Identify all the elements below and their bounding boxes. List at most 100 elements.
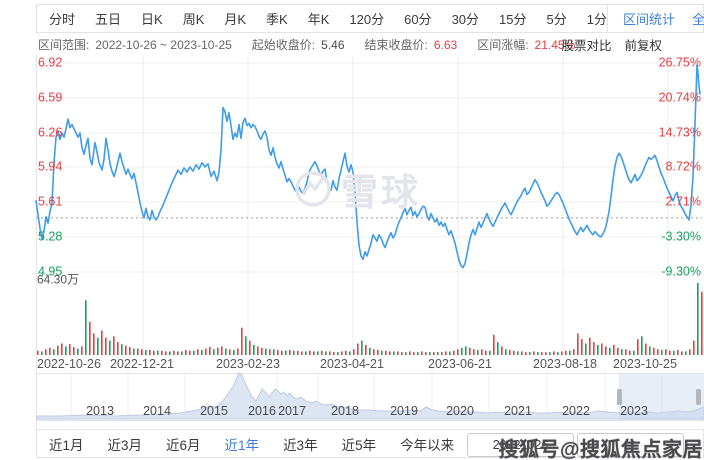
volume-bar [373, 349, 375, 355]
volume-bar [193, 350, 195, 355]
stock-compare-button[interactable]: 股票对比 [561, 39, 612, 53]
period-tab-8[interactable]: 120分 [349, 12, 385, 27]
volume-bar [505, 349, 507, 355]
quick-range-tab-7[interactable]: 今年以来 [400, 437, 455, 453]
quick-range-tab-3[interactable]: 近6月 [166, 437, 201, 453]
nav-right-handle[interactable] [696, 389, 701, 405]
nav-year-label: 2017 [278, 404, 306, 418]
start-date-input[interactable] [467, 433, 574, 457]
volume-bar [677, 349, 679, 355]
quick-range-tab-6[interactable]: 近5年 [341, 437, 377, 453]
quick-range-tabs: 近1月近3月近6月近1年近3年近5年今年以来上市以来 [37, 434, 532, 454]
range-info-row: 区间范围: 2022-10-26 ~ 2023-10-25 起始收盘价: 5.4… [36, 34, 704, 55]
volume-bar [593, 342, 595, 355]
period-tab-2[interactable]: 五日 [95, 12, 122, 27]
volume-bar [621, 349, 623, 355]
period-tab-6[interactable]: 季K [266, 12, 288, 27]
period-tab-10[interactable]: 30分 [451, 12, 480, 27]
volume-max-label: 64.30万 [37, 272, 80, 287]
period-tab-13[interactable]: 1分 [586, 12, 607, 27]
volume-bar [221, 346, 223, 355]
volume-bar [349, 351, 351, 355]
volume-bar [277, 349, 279, 355]
volume-bar [517, 351, 519, 355]
volume-bar [493, 334, 495, 355]
volume-bar [561, 351, 563, 355]
period-tab-7[interactable]: 年K [307, 12, 330, 27]
y-axis-percent-label: -9.30% [661, 264, 701, 279]
volume-bar [653, 347, 655, 355]
volume-bar [329, 351, 331, 355]
adjust-mode-button[interactable]: 前复权 [624, 39, 662, 53]
volume-bar [565, 350, 567, 355]
quick-range-tab-1[interactable]: 近1月 [49, 437, 84, 453]
fullscreen-link[interactable]: 全屏显示 [691, 12, 704, 27]
volume-bar [353, 349, 355, 355]
nav-year-label: 2020 [446, 404, 474, 418]
volume-bar [233, 349, 235, 355]
volume-bar [41, 351, 43, 355]
volume-bar [37, 350, 39, 355]
volume-bar [449, 351, 451, 355]
volume-bar [577, 333, 579, 355]
volume-bar [145, 349, 147, 355]
quick-range-tab-4[interactable]: 近1年 [224, 437, 260, 453]
y-axis-percent-label: -3.30% [661, 229, 701, 244]
volume-bar [557, 352, 559, 355]
range-links: 区间统计 全屏显示 [606, 5, 704, 32]
period-tab-5[interactable]: 月K [224, 12, 247, 27]
volume-bar [229, 349, 231, 355]
y-axis-percent-label: 20.74% [658, 90, 701, 105]
period-tab-11[interactable]: 15分 [499, 12, 527, 27]
y-axis-percent-label: 14.73% [658, 125, 701, 140]
volume-bar [117, 342, 119, 355]
volume-bar [313, 351, 315, 355]
start-close-label: 起始收盘价: [251, 38, 316, 52]
volume-bar [701, 291, 703, 355]
end-close-value: 6.63 [433, 37, 458, 52]
volume-bar [317, 351, 319, 355]
y-axis-price-label: 4.95 [38, 264, 63, 279]
volume-bar [45, 349, 47, 355]
end-date-input[interactable] [577, 433, 684, 457]
period-tab-4[interactable]: 周K [182, 12, 205, 27]
volume-bar [389, 351, 391, 355]
period-tab-12[interactable]: 5分 [546, 12, 567, 27]
volume-bar [601, 343, 603, 355]
volume-bar [465, 346, 467, 355]
volume-bar [665, 349, 667, 355]
volume-bar [461, 347, 463, 355]
y-axis-percent-label: 8.72% [665, 159, 701, 174]
compare-group: 股票对比 前复权 [561, 34, 662, 55]
volume-bar [261, 347, 263, 355]
quick-range-tab-2[interactable]: 近3月 [107, 437, 143, 453]
volume-bar [49, 347, 51, 355]
y-axis-percent-label: 2.71% [665, 194, 701, 209]
quick-range-tab-5[interactable]: 近3年 [283, 437, 318, 453]
volume-bar [613, 344, 615, 355]
volume-bar [65, 346, 67, 355]
interval-stats-link[interactable]: 区间统计 [622, 12, 675, 27]
volume-bar [257, 346, 259, 355]
volume-bar [533, 351, 535, 355]
range-value: 2022-10-26 ~ 2023-10-25 [95, 37, 232, 52]
volume-bar [189, 350, 191, 355]
period-tab-9[interactable]: 60分 [404, 12, 432, 27]
period-tab-3[interactable]: 日K [141, 12, 163, 27]
volume-bar [501, 346, 503, 355]
nav-selection-window[interactable] [619, 374, 704, 420]
range-label: 区间范围: [38, 38, 90, 52]
nav-left-handle[interactable] [617, 389, 622, 405]
volume-bar [605, 346, 607, 355]
volume-bar [425, 352, 427, 355]
volume-bar [681, 351, 683, 355]
volume-bar [177, 351, 179, 355]
period-tab-1[interactable]: 分时 [49, 12, 76, 27]
volume-bar [89, 321, 91, 355]
price-line [35, 64, 701, 269]
start-close-value: 5.46 [321, 37, 345, 52]
volume-bar [469, 347, 471, 355]
volume-bar [617, 347, 619, 355]
volume-bar [57, 345, 59, 355]
